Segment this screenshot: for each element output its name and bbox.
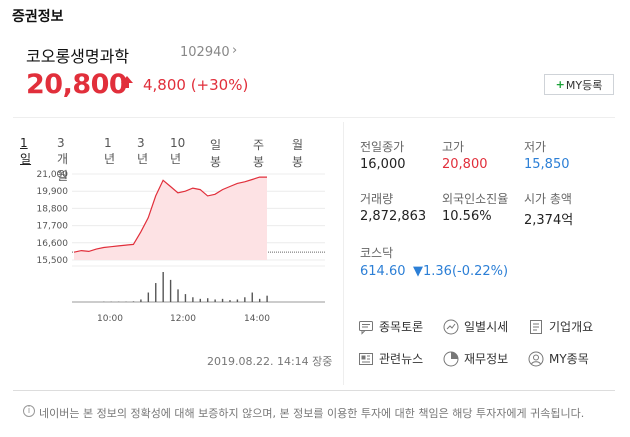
menu-discussion[interactable]: 종목토론 (358, 318, 423, 335)
tab-2[interactable]: 1년 (104, 136, 116, 166)
tab-4[interactable]: 10년 (170, 136, 186, 166)
up-arrow-icon (121, 76, 133, 92)
volume-bar (184, 294, 187, 302)
volume-bar (236, 299, 239, 302)
volume-bar (251, 292, 253, 302)
price-change: 4,800 (+30%) (143, 76, 249, 94)
low-value: 15,850 (524, 157, 570, 172)
index-value: 614.60 (360, 264, 406, 279)
volume-bar (155, 283, 157, 302)
tab-3[interactable]: 3년 (137, 136, 149, 166)
index-label: 코스닥 (360, 246, 394, 260)
menu-finance[interactable]: 재무정보 (443, 350, 508, 367)
y-tick-label: 15,500 (37, 256, 69, 266)
chat-icon (359, 320, 373, 335)
foreign-label: 외국인소진율 (442, 192, 509, 206)
menu-daily[interactable]: 일별시세 (443, 318, 508, 335)
high-value: 20,800 (442, 157, 488, 172)
current-price: 20,800 (26, 69, 128, 100)
volume-bar (221, 298, 224, 302)
stock-name[interactable]: 코오롱생명과학 (26, 47, 130, 66)
mktcap-label: 시가 총액 (524, 192, 572, 206)
volume-bar (229, 300, 231, 302)
divider (13, 117, 615, 118)
price-line (73, 176, 267, 253)
x-tick-label: 14:00 (244, 314, 270, 324)
info-icon: i (23, 405, 35, 417)
tab-0[interactable]: 1일 (20, 136, 32, 166)
volume-bar (140, 299, 142, 302)
y-tick-label: 18,800 (37, 204, 69, 214)
y-tick-label: 17,700 (37, 222, 69, 232)
volume-bar (192, 297, 194, 302)
disclaimer: 네이버는 본 정보의 정확성에 대해 보증하지 않으며, 본 정보를 이용한 투… (39, 407, 585, 420)
chevron-right-icon[interactable]: › (232, 43, 238, 58)
tab-7[interactable]: 월봉 (292, 138, 304, 169)
price-chart[interactable]: 21,000 19,900 18,800 17,700 16,600 15,500 10:0… (20, 162, 330, 332)
mktcap-value: 2,374억 (524, 213, 574, 228)
plus-icon: + (555, 78, 565, 91)
pie-chart-icon (443, 351, 459, 366)
volume-value: 2,872,863 (360, 209, 427, 224)
volume-bar (207, 298, 209, 302)
x-tick-label: 12:00 (170, 314, 196, 324)
volume-bar (132, 301, 135, 302)
section-title: 증권정보 (12, 9, 64, 25)
prev-close-label: 전일종가 (360, 140, 405, 154)
menu-finance-label: 재무정보 (464, 352, 509, 366)
volume-bar (258, 298, 261, 302)
index-change: ▼1.36(-0.22%) (413, 264, 509, 279)
tab-6[interactable]: 주봉 (253, 138, 265, 169)
x-tick-label: 10:00 (97, 314, 123, 324)
vertical-divider (343, 122, 344, 385)
volume-bar (177, 289, 179, 302)
tab-5[interactable]: 일봉 (210, 138, 222, 169)
menu-news[interactable]: 관련뉴스 (358, 350, 423, 367)
menu-discussion-label: 종목토론 (379, 320, 424, 334)
volume-label: 거래량 (360, 192, 394, 206)
menu-news-label: 관련뉴스 (379, 352, 424, 366)
prev-close-value: 16,000 (360, 157, 406, 172)
volume-bar (244, 297, 246, 302)
volume-bar (266, 295, 268, 302)
volume-bar (214, 299, 216, 302)
stock-code[interactable]: 102940 (180, 45, 230, 60)
timestamp: 2019.08.22. 14:14 장중 (207, 355, 333, 368)
high-label: 고가 (442, 140, 465, 154)
user-icon (528, 351, 544, 366)
y-tick-label: 21,000 (37, 170, 69, 180)
menu-my-stocks[interactable]: MY종목 (528, 350, 589, 367)
menu-company[interactable]: 기업개요 (528, 318, 593, 335)
document-icon (530, 319, 542, 334)
price-area (74, 177, 267, 260)
foreign-value: 10.56% (442, 209, 492, 224)
menu-daily-label: 일별시세 (464, 320, 509, 334)
volume-bar (147, 292, 150, 302)
menu-company-label: 기업개요 (549, 320, 594, 334)
volume-bar (169, 279, 172, 302)
trend-icon (443, 319, 459, 334)
my-register-button[interactable]: + MY등록 (544, 74, 614, 95)
footer-divider (13, 390, 615, 391)
my-register-label: MY등록 (565, 78, 603, 92)
menu-my-stocks-label: MY종목 (549, 352, 589, 366)
low-label: 저가 (524, 140, 547, 154)
news-icon (359, 352, 373, 365)
y-tick-label: 19,900 (37, 187, 69, 197)
y-tick-label: 16,600 (37, 239, 69, 249)
volume-bar (162, 272, 164, 302)
tab-1[interactable]: 3개월 (57, 136, 69, 183)
volume-bar (199, 298, 201, 302)
